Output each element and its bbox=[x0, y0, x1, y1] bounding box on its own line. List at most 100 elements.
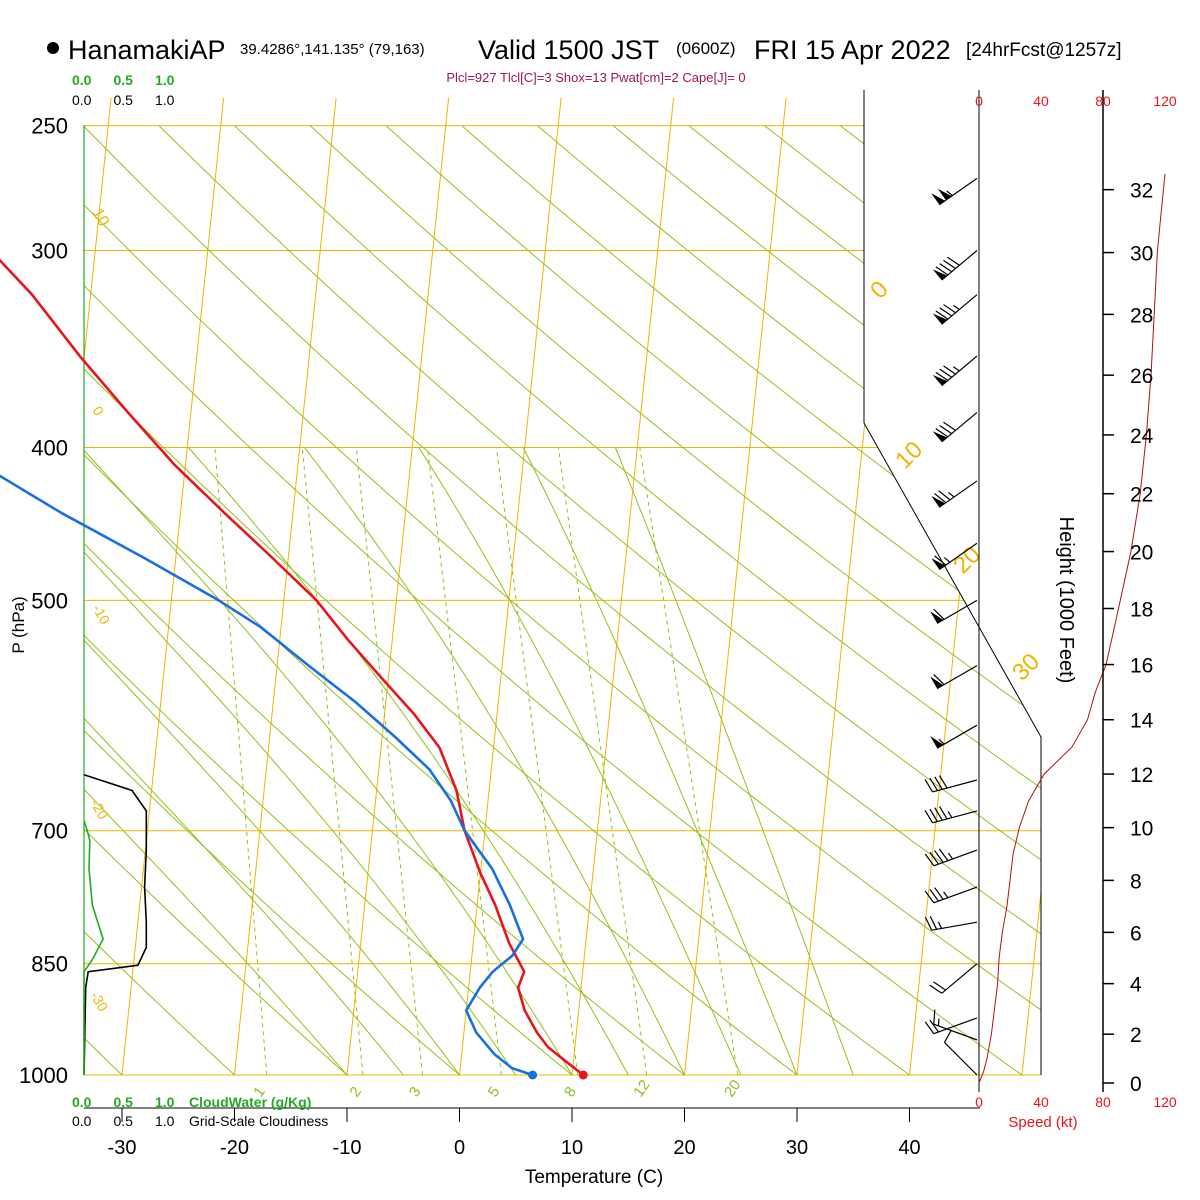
moist-adiabat-line bbox=[418, 447, 742, 1075]
height-tick-label: 0 bbox=[1130, 1073, 1142, 1096]
barb-flag bbox=[935, 428, 949, 438]
wind-barb bbox=[924, 775, 978, 793]
mixing-ratio-lines bbox=[214, 447, 739, 1075]
barb-half-flag bbox=[946, 190, 953, 197]
station-name: HanamakiAP bbox=[68, 35, 226, 65]
wind-barbs bbox=[924, 177, 978, 1076]
barb-pennant bbox=[930, 611, 944, 624]
dry-adiabat-line bbox=[612, 125, 1041, 1075]
wind-barb bbox=[924, 886, 978, 904]
temperature-tick-label: -30 bbox=[108, 1137, 137, 1159]
cloud-scale-tick: 0.0 bbox=[72, 1113, 92, 1129]
barb-flag bbox=[934, 555, 947, 566]
barb-flag bbox=[939, 368, 953, 378]
barb-pennant bbox=[932, 431, 948, 442]
barb-staff bbox=[933, 849, 978, 867]
wind-barb bbox=[924, 1017, 978, 1035]
isotherm-line bbox=[1018, 97, 1041, 1075]
mixing-ratio-line bbox=[639, 447, 739, 1075]
cloud-scale-tick: 0.0 bbox=[72, 92, 92, 108]
pressure-tick-label: 400 bbox=[31, 436, 68, 461]
barb-pennant bbox=[931, 558, 946, 570]
barb-half-flag bbox=[953, 304, 960, 310]
speed-tick-label: 40 bbox=[1033, 1094, 1049, 1110]
barb-flag bbox=[924, 853, 935, 867]
barb-flag bbox=[929, 808, 938, 822]
dry-adiabat-line bbox=[84, 125, 272, 1075]
barb-flag bbox=[933, 981, 946, 991]
temperature-tick-label: 10 bbox=[561, 1137, 583, 1159]
wind-barb bbox=[930, 665, 978, 690]
dry-adiabat-line bbox=[84, 125, 842, 1075]
cloudwater-profile bbox=[83, 820, 104, 1075]
wind-barb bbox=[930, 724, 978, 749]
temperature-tick-label: 0 bbox=[454, 1137, 465, 1159]
isotherm-label: 10 bbox=[890, 436, 928, 474]
height-axis-label: Height (1000 Feet) bbox=[1055, 517, 1077, 684]
isotherm-label: 30 bbox=[1007, 648, 1045, 686]
mixing-ratio-line bbox=[495, 447, 579, 1075]
dry-adiabat-line bbox=[991, 125, 1041, 1075]
barb-half-flag bbox=[953, 366, 960, 372]
temperature-tick-label: -10 bbox=[333, 1137, 362, 1159]
wind-barb bbox=[932, 355, 978, 387]
pressure-tick-label: 850 bbox=[31, 952, 68, 977]
isotherm-label: 20 bbox=[948, 541, 986, 579]
height-tick-label: 32 bbox=[1130, 180, 1153, 203]
barb-flag bbox=[924, 916, 933, 931]
barb-flag bbox=[939, 806, 948, 820]
isotherm-label: 0 bbox=[89, 404, 107, 419]
wind-barb bbox=[932, 250, 978, 281]
barb-pennant bbox=[930, 736, 944, 749]
barb-pennant bbox=[930, 676, 944, 689]
barb-flag bbox=[929, 1019, 939, 1033]
barb-half-flag bbox=[943, 557, 951, 563]
isotherm-line bbox=[230, 97, 337, 1075]
mixing-ratio-label: 2 bbox=[346, 1084, 365, 1101]
height-tick-label: 14 bbox=[1130, 710, 1154, 733]
mixing-ratio-label: 3 bbox=[406, 1084, 425, 1101]
barb-flag bbox=[924, 1021, 935, 1034]
barb-flag bbox=[929, 777, 938, 791]
height-tick-label: 28 bbox=[1130, 304, 1153, 327]
cloud-scale-tick: 1.0 bbox=[155, 1094, 175, 1110]
cloudwater-label: CloudWater (g/Kg) bbox=[189, 1094, 311, 1110]
height-tick-label: 10 bbox=[1130, 818, 1153, 841]
barb-pennant bbox=[932, 269, 948, 281]
isotherm-label: -10 bbox=[89, 602, 113, 628]
barb-pennant bbox=[931, 193, 946, 205]
wind-barb bbox=[924, 806, 978, 824]
cloud-scale-tick: 0.5 bbox=[114, 72, 134, 88]
wind-barb bbox=[943, 1029, 978, 1076]
wind-speed-profile bbox=[978, 173, 1166, 1084]
moist-adiabat-line bbox=[304, 447, 685, 1075]
dry-adiabat-lines bbox=[84, 125, 1041, 1075]
barb-flag bbox=[946, 256, 960, 266]
height-tick-label: 24 bbox=[1130, 425, 1154, 448]
moist-adiabat-line bbox=[84, 447, 517, 1075]
height-tick-label: 30 bbox=[1130, 243, 1153, 266]
isotherm-lines bbox=[84, 97, 1041, 1075]
height-tick-label: 8 bbox=[1130, 870, 1142, 893]
isotherm-line bbox=[568, 97, 675, 1075]
mixing-ratio-line bbox=[355, 447, 424, 1075]
barb-staff bbox=[944, 1042, 978, 1076]
barb-flag bbox=[943, 259, 956, 270]
barb-flag bbox=[935, 371, 949, 382]
surface-temperature-point bbox=[578, 1070, 588, 1080]
barb-half-flag bbox=[938, 738, 945, 745]
dry-adiabat-line bbox=[234, 125, 1041, 1075]
valid-utc: (0600Z) bbox=[676, 39, 736, 58]
barb-flag bbox=[943, 421, 956, 431]
dry-adiabat-line bbox=[537, 125, 1041, 1075]
plot-frame bbox=[863, 90, 1042, 1075]
cloud-scale-tick: 0.0 bbox=[72, 72, 92, 88]
dry-adiabat-line bbox=[84, 125, 728, 1075]
cloud-scale-tick: 0.5 bbox=[114, 1094, 134, 1110]
mixing-ratio-line bbox=[301, 447, 364, 1075]
barb-pennant bbox=[932, 313, 948, 325]
barb-flag bbox=[929, 851, 939, 865]
barb-staff bbox=[938, 480, 978, 508]
height-tick-label: 6 bbox=[1130, 922, 1142, 945]
barb-flag bbox=[924, 810, 934, 824]
